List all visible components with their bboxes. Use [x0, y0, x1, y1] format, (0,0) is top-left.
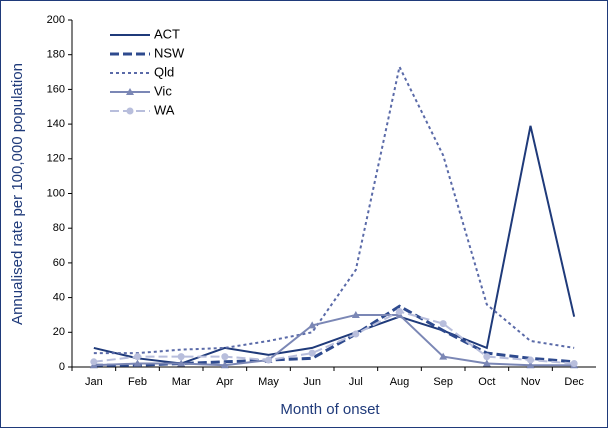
x-tick-label: Dec — [564, 376, 584, 388]
x-tick-label: Jan — [85, 376, 103, 388]
x-tick-label: Jun — [303, 376, 321, 388]
marker — [177, 359, 186, 367]
y-tick-label: 80 — [53, 222, 65, 234]
legend-label: WA — [154, 102, 175, 117]
marker — [126, 88, 134, 95]
marker — [221, 353, 229, 361]
marker — [527, 356, 534, 364]
marker — [396, 307, 403, 315]
legend-label: Qld — [154, 64, 174, 79]
marker — [308, 349, 316, 357]
marker — [90, 358, 98, 366]
marker — [177, 353, 185, 361]
series-line — [93, 63, 575, 355]
x-tick-label: Nov — [521, 376, 541, 388]
marker — [483, 353, 491, 361]
y-tick-label: 20 — [53, 326, 65, 338]
y-tick-label: 160 — [47, 83, 65, 95]
y-tick-label: 120 — [47, 153, 65, 165]
marker — [526, 361, 535, 369]
y-tick-label: 60 — [53, 257, 65, 269]
marker — [134, 353, 141, 361]
x-tick-label: Aug — [390, 376, 410, 388]
marker — [570, 360, 578, 368]
legend-label: NSW — [154, 45, 185, 60]
marker — [220, 361, 229, 369]
x-axis-title: Month of onset — [280, 401, 380, 418]
x-tick-label: Sep — [433, 376, 453, 388]
y-tick-label: 180 — [47, 49, 65, 61]
marker — [439, 320, 447, 328]
x-tick-label: Feb — [128, 376, 147, 388]
marker — [126, 107, 134, 115]
series-line — [93, 313, 575, 367]
x-tick-label: Apr — [216, 376, 233, 388]
y-tick-label: 200 — [47, 14, 65, 26]
marker — [352, 330, 360, 338]
legend-label: ACT — [154, 26, 180, 41]
y-tick-label: 0 — [59, 361, 65, 373]
y-axis-title: Annualised rate per 100,000 population — [9, 63, 26, 325]
y-tick-label: 100 — [47, 187, 65, 199]
series-line — [93, 310, 575, 365]
x-tick-label: Oct — [478, 376, 495, 388]
x-tick-label: Mar — [172, 376, 191, 388]
y-tick-label: 40 — [53, 292, 65, 304]
marker — [439, 352, 448, 360]
x-tick-label: May — [258, 376, 279, 388]
marker — [265, 356, 272, 364]
x-tick-label: Jul — [349, 376, 363, 388]
marker — [308, 321, 317, 329]
marker — [351, 310, 360, 318]
marker — [133, 359, 142, 367]
y-tick-label: 140 — [47, 118, 65, 130]
legend-label: Vic — [154, 83, 172, 98]
marker — [482, 359, 491, 367]
